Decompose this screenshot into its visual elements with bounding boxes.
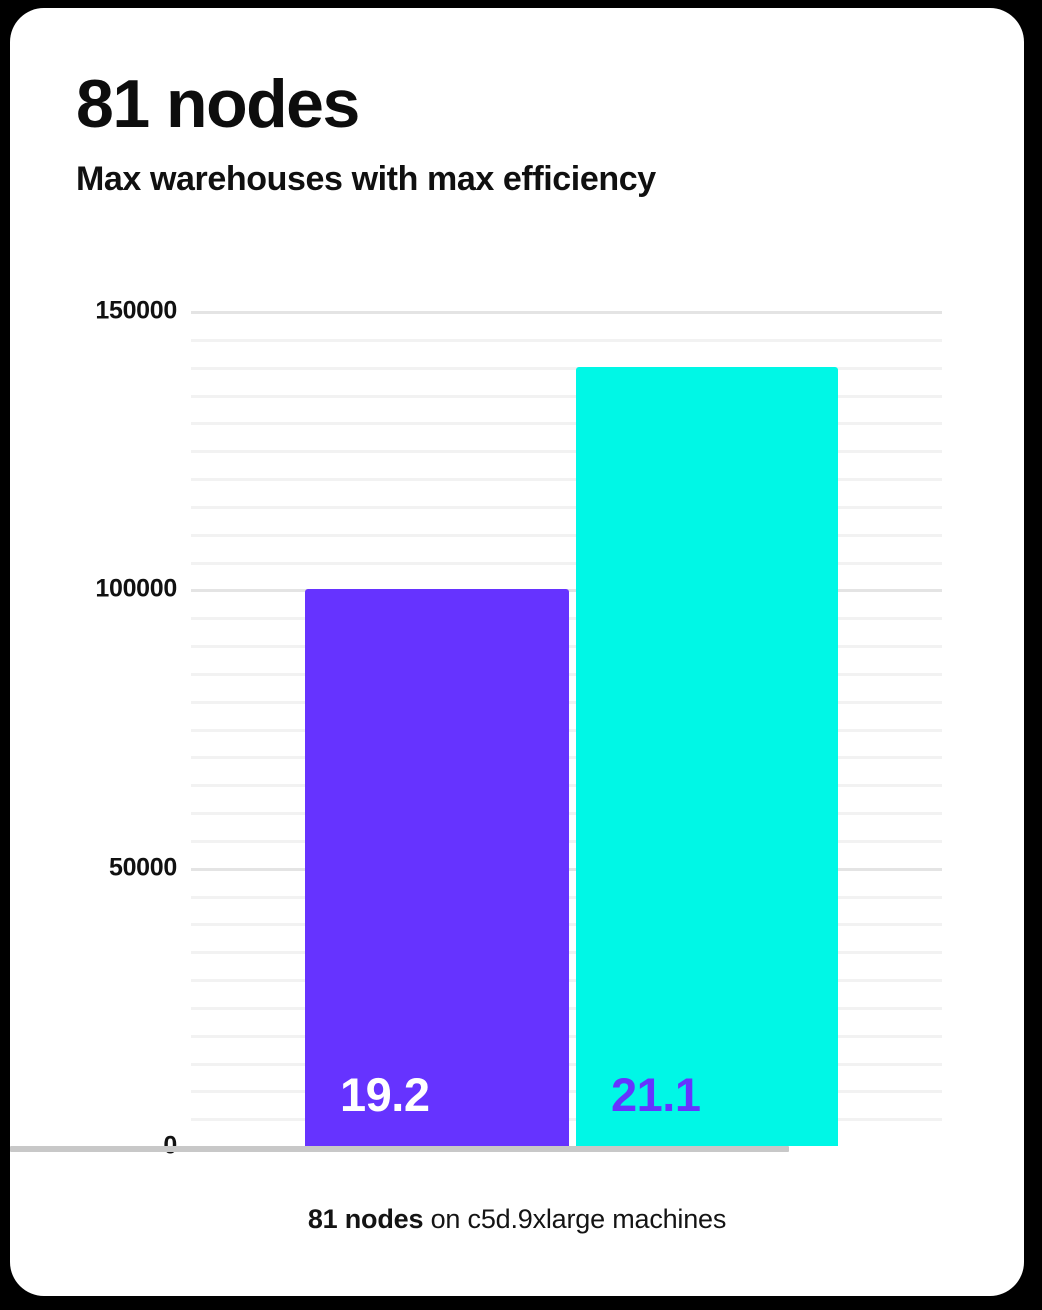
gridline-minor [191,338,942,342]
chart-subtitle: Max warehouses with max efficiency [76,160,656,198]
chart-card: 81 nodes Max warehouses with max efficie… [10,8,1024,1296]
bar-21.1[interactable]: 21.1 [576,366,838,1146]
plot-area: 19.2 21.1 [191,311,942,1146]
gridline-major [191,311,942,314]
y-axis: 0 50000 100000 150000 [22,8,177,1310]
y-axis-tick-label: 0 [27,1132,177,1161]
gridline-minor [191,561,942,565]
y-axis-tick-label: 100000 [95,574,177,603]
bar-value-label: 19.2 [340,1068,430,1121]
chart-header: 81 nodes Max warehouses with max efficie… [76,70,956,199]
gridline-minor [191,394,942,398]
footer-strong-text: 81 nodes [307,1204,424,1234]
gridline-minor [191,478,942,481]
page-title: 81 nodes [76,66,360,142]
gridline-minor [191,450,942,454]
bar-value-label: 21.1 [611,1068,701,1121]
gridline-minor [191,505,942,509]
y-axis-tick-label: 50000 [108,853,177,882]
bar-19.2[interactable]: 19.2 [305,589,569,1146]
gridline-minor [191,366,942,370]
gridline-minor [191,422,942,426]
x-axis-line [10,1146,789,1152]
y-axis-tick-label: 150000 [95,296,177,325]
footer-rest-text: on c5d.9xlarge machines [423,1204,727,1234]
gridline-minor [191,533,942,537]
footer-caption: 81 nodes on c5d.9xlarge machines [10,1204,1024,1235]
